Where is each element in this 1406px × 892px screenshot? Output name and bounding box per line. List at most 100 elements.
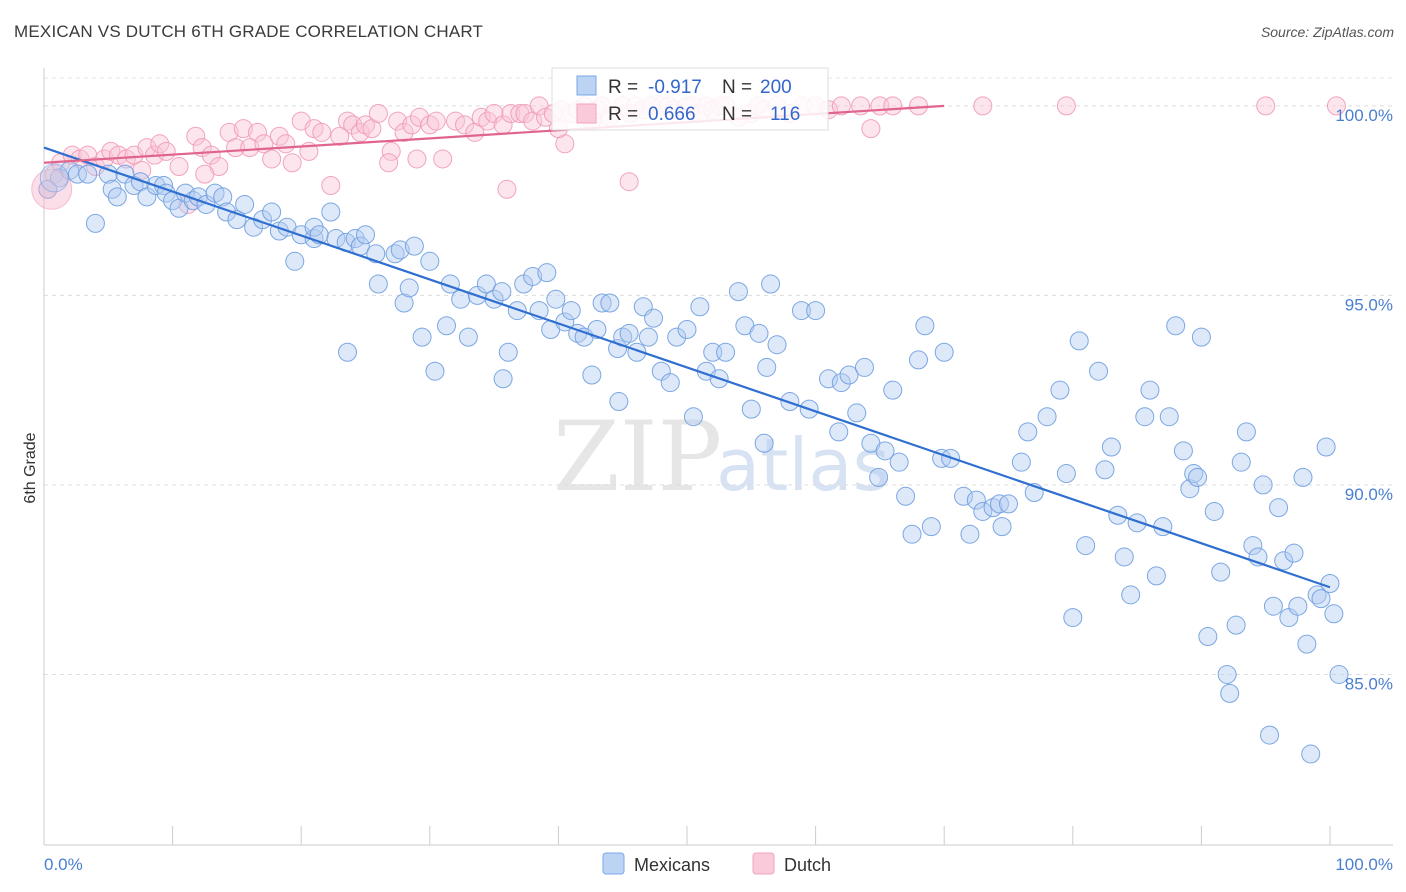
mexican-point xyxy=(304,229,324,249)
mexican-point xyxy=(38,179,58,199)
mexican-point xyxy=(791,301,811,321)
mexican-point xyxy=(608,338,628,358)
mexican-point xyxy=(1320,573,1340,593)
dutch-point xyxy=(426,111,446,131)
mexican-point xyxy=(983,498,1003,518)
y-tick-label-2: 95.0% xyxy=(1345,295,1393,314)
dutch-point xyxy=(240,138,260,158)
mexican-point xyxy=(806,301,826,321)
mexican-point xyxy=(368,274,388,294)
mexican-point xyxy=(896,486,916,506)
dutch-point xyxy=(861,119,881,139)
mexican-point xyxy=(644,308,664,328)
dutch-point xyxy=(169,157,189,177)
mexican-point xyxy=(677,320,697,340)
mexican-point xyxy=(592,293,612,313)
dutch-point xyxy=(330,126,350,146)
dutch-point xyxy=(282,153,302,173)
mexican-point xyxy=(356,225,375,245)
dutch-point xyxy=(262,149,282,169)
mexican-point xyxy=(960,524,980,544)
y-tick-label-1: 90.0% xyxy=(1345,485,1393,504)
mexican-point xyxy=(831,373,851,393)
legend-r-label-dutch: R = xyxy=(608,104,638,125)
mexican-point xyxy=(690,297,710,317)
mexican-point xyxy=(638,327,658,347)
mexican-point xyxy=(1056,464,1076,484)
mexican-point xyxy=(1231,452,1251,472)
mexican-point xyxy=(609,392,629,412)
mexican-point xyxy=(1166,316,1186,336)
dutch-point xyxy=(407,149,427,169)
mexican-point xyxy=(98,164,118,184)
mexican-point xyxy=(1037,407,1057,427)
mexican-point xyxy=(1274,551,1294,571)
mexican-point xyxy=(1301,744,1321,764)
mexican-point xyxy=(404,236,424,256)
mexican-point xyxy=(660,373,680,393)
dutch-point xyxy=(1256,96,1276,116)
mexican-point xyxy=(1211,562,1231,582)
mexican-point xyxy=(85,213,105,233)
mexican-point xyxy=(1063,608,1083,628)
mexican-point xyxy=(1217,664,1237,684)
mexican-point xyxy=(1069,331,1089,351)
mexican-point xyxy=(425,361,445,381)
dutch-point xyxy=(368,103,388,123)
mexican-point xyxy=(235,194,255,214)
mexican-point xyxy=(716,342,736,362)
mexican-point xyxy=(1284,543,1304,563)
mexican-point xyxy=(1191,327,1211,347)
legend-n-label-dutch: N = xyxy=(722,104,752,125)
mexican-point xyxy=(498,342,518,362)
dutch-point xyxy=(312,122,332,142)
dutch-point-large xyxy=(31,168,73,210)
dutch-point xyxy=(455,115,475,135)
mexican-point xyxy=(921,517,941,537)
mexican-point xyxy=(1076,536,1096,556)
mexican-point xyxy=(992,517,1012,537)
mexican-point xyxy=(1236,422,1256,442)
dutch-point xyxy=(420,115,440,135)
dutch-point xyxy=(269,126,289,146)
mexican-point xyxy=(285,251,305,271)
mexican-point xyxy=(1018,422,1038,442)
mexican-point xyxy=(1127,513,1147,533)
mexican-point xyxy=(875,441,895,461)
dutch-point xyxy=(276,134,296,154)
mexican-point xyxy=(1307,585,1327,605)
mexican-point xyxy=(829,422,849,442)
mexican-point xyxy=(889,452,909,472)
mexican-point xyxy=(818,369,838,389)
x-tick-max: 100.0% xyxy=(1335,855,1393,874)
legend-r-label-mexicans: R = xyxy=(608,77,638,98)
mexican-point xyxy=(420,251,440,271)
legend-swatch-mexicans xyxy=(576,75,597,96)
mexican-point xyxy=(492,282,512,302)
mexican-point xyxy=(213,187,233,207)
mexican-point xyxy=(385,244,405,264)
mexican-point xyxy=(761,274,781,294)
mexican-point xyxy=(683,407,703,427)
mexican-point xyxy=(582,365,602,385)
mexican-point xyxy=(1253,475,1273,495)
y-tick-label-3: 100.0% xyxy=(1335,106,1393,125)
mexican-point xyxy=(1173,441,1193,461)
mexican-point xyxy=(1089,361,1109,381)
mexican-point xyxy=(869,467,889,487)
mexican-point xyxy=(915,316,935,336)
dutch-point xyxy=(321,175,341,195)
dutch-point xyxy=(226,138,246,158)
mexican-point xyxy=(78,164,98,184)
mexican-point xyxy=(1324,604,1344,624)
mexican-point xyxy=(1297,634,1317,654)
y-axis-label: 6th Grade xyxy=(22,432,39,503)
mexican-point xyxy=(1114,547,1134,567)
dutch-point xyxy=(337,111,357,131)
dutch-point xyxy=(186,126,206,146)
dutch-point xyxy=(619,172,639,192)
dutch-point xyxy=(388,111,408,131)
mexican-point xyxy=(908,350,928,370)
mexican-point xyxy=(839,365,859,385)
legend-r-value-mexicans: -0.917 xyxy=(648,77,702,98)
